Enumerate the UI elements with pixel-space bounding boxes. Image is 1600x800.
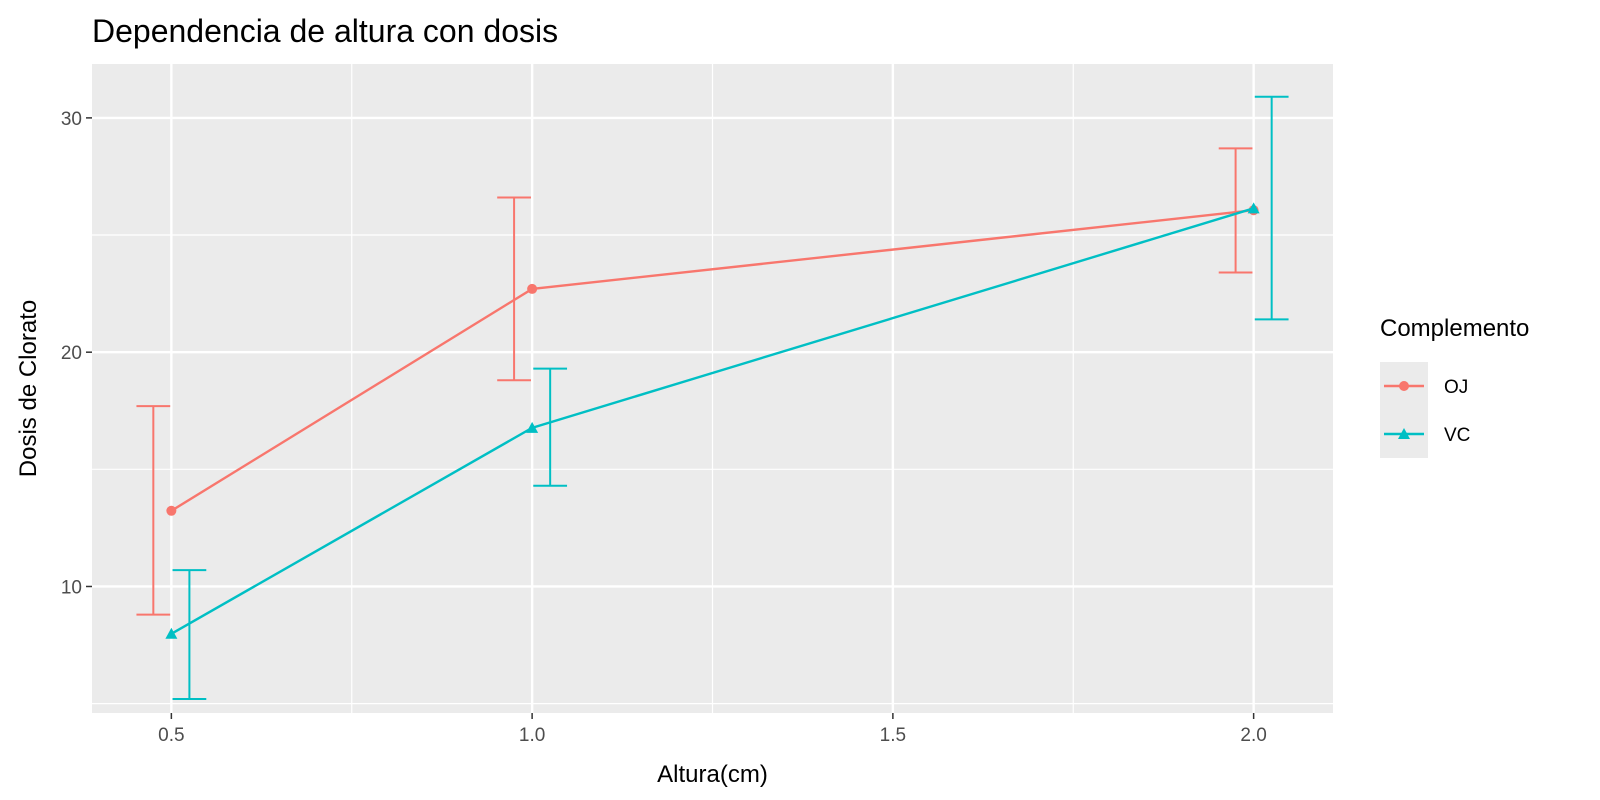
legend-key-background	[1380, 362, 1428, 458]
series-oj	[136, 147, 1259, 616]
x-tick-label: 2.0	[1240, 725, 1266, 746]
legend-item-oj: OJ	[1384, 377, 1468, 398]
legend-title: Complemento	[1380, 315, 1529, 342]
data-point	[526, 421, 539, 433]
error-bar	[136, 405, 171, 616]
x-tick-label: 1.5	[880, 725, 906, 746]
legend-label: VC	[1444, 425, 1470, 446]
axis-ticks: 0.5 1.0 1.5 2.0 10 20 30	[61, 109, 1267, 746]
series-vc	[165, 95, 1289, 700]
legend-key-marker	[1399, 381, 1409, 391]
x-tick-label: 1.0	[519, 725, 545, 746]
legend-key-marker	[1398, 428, 1410, 439]
x-tick-label: 0.5	[158, 725, 184, 746]
y-axis-title: Dosis de Clorato	[15, 300, 42, 477]
minor-gridlines	[92, 64, 1333, 713]
error-bar	[497, 196, 531, 382]
chart-title: Dependencia de altura con dosis	[92, 13, 558, 49]
legend-item-vc: VC	[1384, 425, 1470, 446]
data-point	[165, 627, 178, 639]
error-bar	[533, 367, 568, 487]
data-point	[166, 505, 177, 516]
y-tick-label: 20	[61, 343, 82, 364]
legend: Complemento OJ VC	[1380, 315, 1529, 458]
data-point	[1247, 202, 1260, 214]
error-bar	[172, 569, 207, 700]
error-bar	[1218, 147, 1253, 274]
error-bar	[1254, 95, 1289, 321]
legend-label: OJ	[1444, 377, 1468, 398]
data-point	[527, 283, 538, 294]
major-gridlines	[92, 64, 1333, 713]
y-tick-label: 10	[61, 577, 82, 598]
series-layer	[136, 95, 1289, 700]
y-tick-label: 30	[61, 109, 82, 130]
x-axis-title: Altura(cm)	[657, 761, 768, 788]
